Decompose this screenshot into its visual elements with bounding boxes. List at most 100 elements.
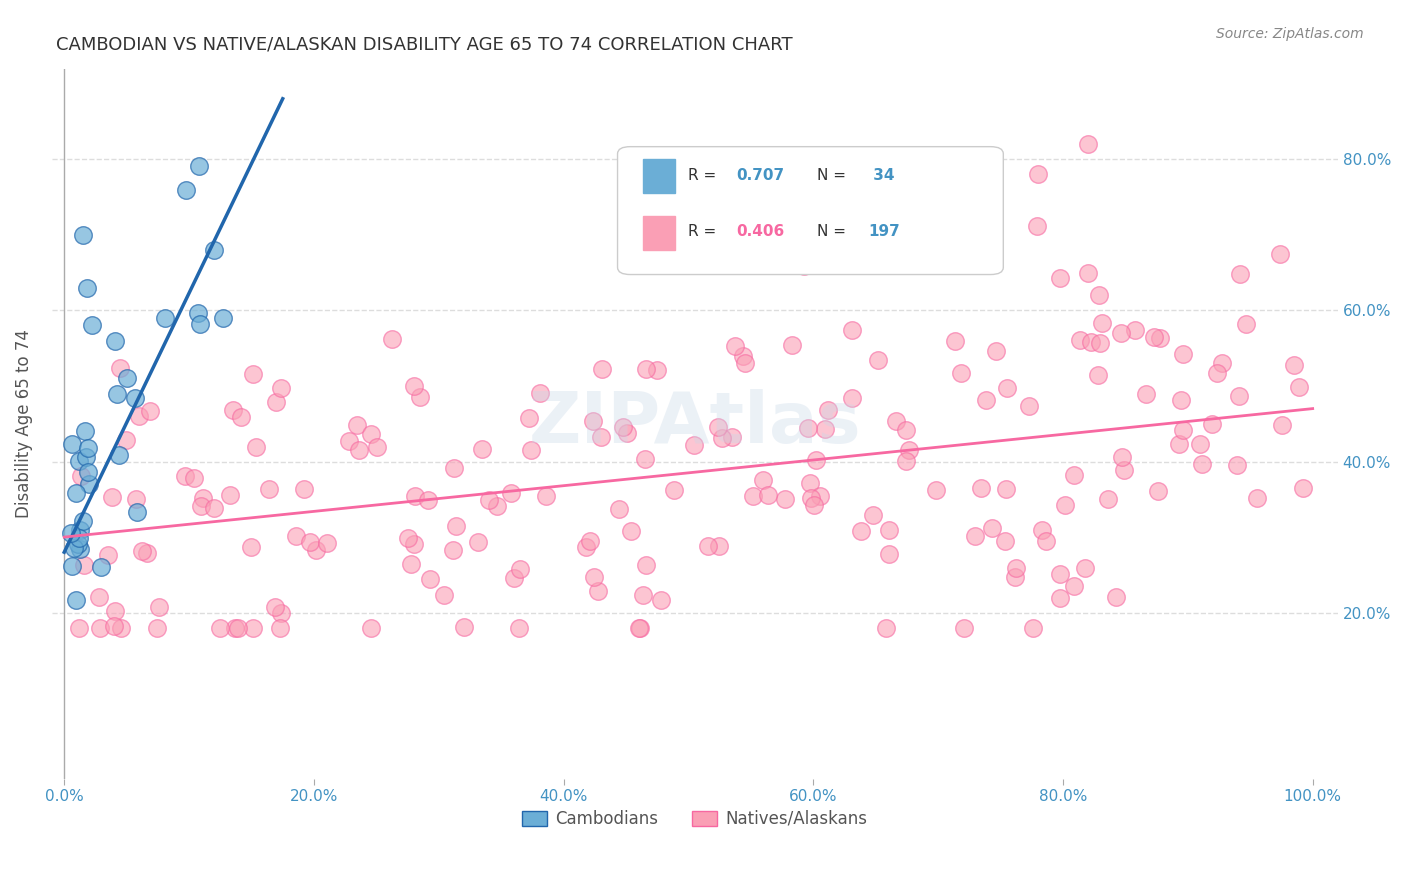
Point [1271,418,1294,433]
Point [520,442,543,457]
Point [773,491,796,506]
Point [1018,399,1040,413]
Point [1171,423,1194,437]
Point [1288,380,1310,394]
Point [877,547,900,561]
Point [841,323,863,337]
Point [1234,317,1257,331]
Point [67,531,90,545]
Point [1170,393,1192,408]
Point [80,318,103,333]
Point [349,443,371,458]
Point [943,334,966,348]
Point [582,570,605,584]
Point [404,489,426,503]
Point [589,430,612,444]
Point [519,411,541,425]
Point [76,281,98,295]
Point [963,529,986,543]
Point [612,419,634,434]
Point [124,391,146,405]
Point [128,409,150,423]
Point [315,536,337,550]
Point [724,339,747,353]
Point [969,482,991,496]
Text: ZIPAtlas: ZIPAtlas [529,389,860,458]
Point [616,426,638,441]
Point [486,499,509,513]
Point [721,430,744,444]
Point [897,443,920,458]
Point [1026,167,1049,181]
Point [974,392,997,407]
Point [1284,359,1306,373]
Point [634,361,657,376]
Point [1022,621,1045,635]
Point [409,390,432,404]
Point [894,454,917,468]
Point [1087,368,1109,382]
Point [67,621,90,635]
Point [97,548,120,562]
Point [264,600,287,615]
Text: 34: 34 [869,168,894,183]
Point [399,558,422,572]
Point [65,593,87,607]
Point [433,588,456,602]
Point [1171,346,1194,360]
Point [63,541,86,555]
Point [72,514,94,528]
Point [443,461,465,475]
Point [1049,567,1071,582]
Point [662,483,685,498]
Point [240,540,263,554]
Point [875,621,897,635]
Point [110,621,132,635]
Point [105,386,128,401]
Legend: Cambodians, Natives/Alaskans: Cambodians, Natives/Alaskans [516,803,875,835]
Point [125,505,148,519]
Point [650,593,672,607]
Point [69,541,91,556]
Point [993,533,1015,548]
Point [187,159,209,173]
Point [419,572,441,586]
Point [337,434,360,448]
Bar [644,216,675,250]
Point [292,483,315,497]
Point [131,543,153,558]
Point [804,452,827,467]
Point [104,604,127,618]
Point [1091,316,1114,330]
Point [381,332,404,346]
Point [115,433,138,447]
Point [186,306,208,320]
Point [793,259,815,273]
Point [402,537,425,551]
Text: 0.707: 0.707 [735,168,785,183]
Point [981,521,1004,535]
Point [138,403,160,417]
Point [1114,463,1136,477]
Point [1088,335,1111,350]
Point [108,361,131,376]
Point [471,442,494,456]
Point [1105,591,1128,605]
Point [396,531,419,545]
Point [752,473,775,487]
Point [1226,458,1249,473]
Text: CAMBODIAN VS NATIVE/ALASKAN DISABILITY AGE 65 TO 74 CORRELATION CHART: CAMBODIAN VS NATIVE/ALASKAN DISABILITY A… [56,36,793,54]
Point [841,391,863,405]
Point [586,584,609,599]
Point [60,559,83,574]
Point [478,492,501,507]
Point [67,453,90,467]
Point [1049,271,1071,285]
Point [797,420,820,434]
Point [145,621,167,635]
Point [224,621,246,635]
Point [950,366,973,380]
Point [89,590,111,604]
Point [1077,137,1099,152]
Point [77,465,100,479]
